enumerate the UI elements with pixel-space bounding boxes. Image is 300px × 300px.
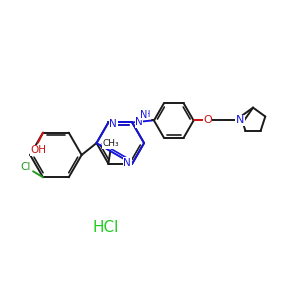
Text: Cl: Cl [20, 162, 30, 172]
Text: N: N [135, 118, 143, 128]
Text: O: O [203, 116, 212, 125]
Text: HCl: HCl [92, 220, 118, 235]
Text: N: N [110, 119, 117, 130]
Text: N: N [140, 110, 148, 119]
Text: CH₃: CH₃ [102, 139, 119, 148]
Text: H: H [143, 110, 149, 119]
Text: OH: OH [30, 146, 46, 155]
Text: N: N [123, 158, 131, 168]
Text: N: N [236, 116, 244, 125]
